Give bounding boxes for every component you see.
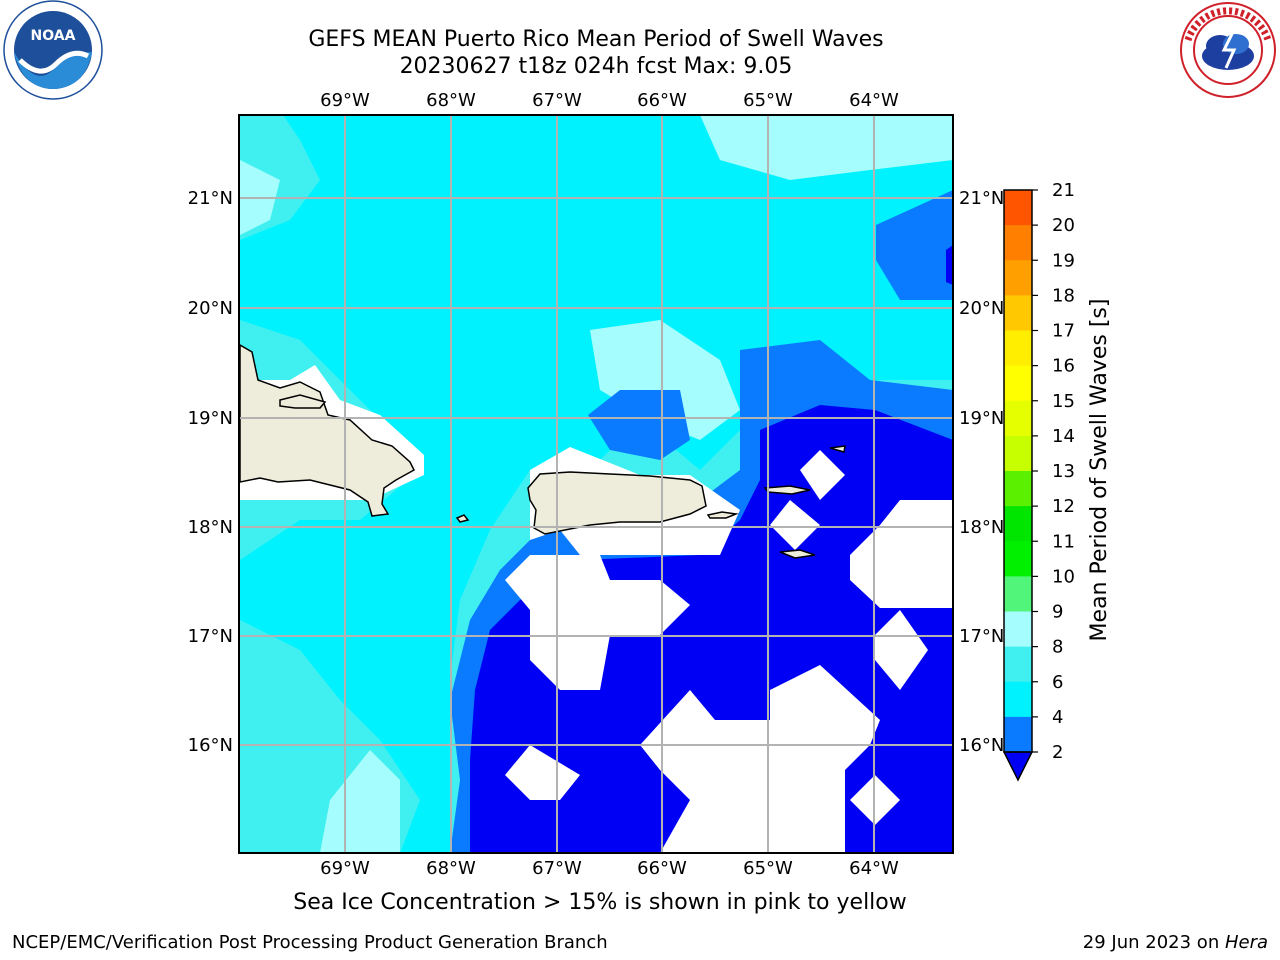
colorbar-segment [1004,365,1032,402]
colorbar-tick-label: 13 [1052,461,1075,482]
colorbar-tick-label: 11 [1052,531,1075,552]
swell-band-9-10-center [590,320,740,440]
colorbar-segment [1004,541,1032,577]
colorbar-segment [1004,471,1032,507]
footer-date: 29 Jun 2023 on Hera [1083,932,1268,953]
colorbar-extend-arrow [1002,751,1034,782]
lon-label: 68°W [426,858,476,879]
lon-label: 67°W [532,858,582,879]
colorbar-segment [1004,611,1032,648]
colorbar-segment [1004,576,1032,612]
colorbar-tick-label: 10 [1052,566,1075,587]
land-tortuga [279,394,327,409]
swell-band-6-8 [240,115,953,853]
swell-band-2-4-ne [946,245,953,285]
lat-labels-right: 21°N 20°N 19°N 18°N 17°N 16°N [959,188,1004,756]
lon-label: 66°W [637,90,687,111]
lon-label: 65°W [743,858,793,879]
colorbar-segment [1004,435,1032,472]
colorbar-tick-label: 15 [1052,391,1075,412]
land-hispaniola [240,344,415,517]
lon-label: 66°W [637,858,687,879]
land-mona [455,514,470,523]
lon-label: 69°W [320,90,370,111]
lat-label: 16°N [959,735,1004,756]
swell-band-9-10-sw [320,750,400,853]
map-frame [238,114,954,854]
colorbar-segment [1004,330,1032,367]
lat-label: 17°N [959,626,1004,647]
colorbar-segment [1004,260,1032,296]
graticule [240,115,953,853]
colorbar-tick-label: 20 [1052,215,1075,236]
land-st-croix [779,549,816,559]
lat-label: 20°N [959,298,1004,319]
map-plot-area [240,115,953,853]
lat-label: 16°N [188,735,233,756]
colorbar-tick-label: 17 [1052,321,1075,342]
footer-branch: NCEP/EMC/Verification Post Processing Pr… [12,932,608,953]
colorbar-tick-label: 12 [1052,496,1075,517]
chart-subtitle: 20230627 t18z 024h fcst Max: 9.05 [399,54,793,79]
lat-label: 21°N [959,188,1004,209]
nws-logo [1180,2,1276,98]
lon-label: 68°W [426,90,476,111]
lat-label: 19°N [188,408,233,429]
colorbar-tick-label: 6 [1052,672,1063,693]
colorbar-segment [1004,400,1032,437]
colorbar-tick-label: 2 [1052,742,1063,763]
colorbar-segment [1004,681,1032,718]
colorbar-tick-label: 4 [1052,707,1063,728]
colorbar: 21 20 19 18 17 16 15 14 13 12 11 10 9 8 6 4 2 [1002,180,1075,782]
lat-label: 17°N [188,626,233,647]
colorbar-tick-label: 18 [1052,285,1075,306]
lon-label: 65°W [743,90,793,111]
lon-labels-top: 69°W 68°W 67°W 66°W 65°W 64°W [320,90,899,111]
land-anegada [829,445,846,453]
lon-label: 67°W [532,90,582,111]
lon-labels-bottom: 69°W 68°W 67°W 66°W 65°W 64°W [320,858,899,879]
colorbar-segment [1004,190,1032,226]
swell-band-4-6-ne [876,190,953,300]
colorbar-label: Mean Period of Swell Waves [s] [1087,299,1112,642]
noaa-logo: NOAA [3,0,103,100]
lon-label: 64°W [849,90,899,111]
colorbar-tick-label: 16 [1052,356,1075,377]
colorbar-tick-label: 21 [1052,180,1075,201]
swell-band-4-6-center [588,390,690,460]
lat-label: 18°N [188,517,233,538]
colorbar-segment [1004,225,1032,261]
colorbar-tick-label: 8 [1052,637,1063,658]
lat-label: 21°N [188,188,233,209]
lat-labels-left: 21°N 20°N 19°N 18°N 17°N 16°N [188,188,233,756]
noaa-logo-text: NOAA [31,28,76,44]
colorbar-segment [1004,716,1032,753]
colorbar-segment [1004,506,1032,542]
lon-label: 64°W [849,858,899,879]
lat-label: 19°N [959,408,1004,429]
lat-label: 18°N [959,517,1004,538]
colorbar-segment [1004,646,1032,683]
colorbar-tick-label: 14 [1052,426,1075,447]
footer-date-text: 29 Jun 2023 on [1082,932,1225,953]
footer-host: Hera [1224,932,1268,953]
lon-label: 69°W [320,858,370,879]
lat-label: 20°N [188,298,233,319]
swell-band-9-10-north [700,115,953,180]
colorbar-tick-label: 9 [1052,602,1063,623]
chart-title: GEFS MEAN Puerto Rico Mean Period of Swe… [308,27,884,52]
colorbar-segment [1004,295,1032,331]
land-vieques [706,511,739,519]
sea-ice-note: Sea Ice Concentration > 15% is shown in … [293,890,907,915]
colorbar-tick-label: 19 [1052,250,1075,271]
